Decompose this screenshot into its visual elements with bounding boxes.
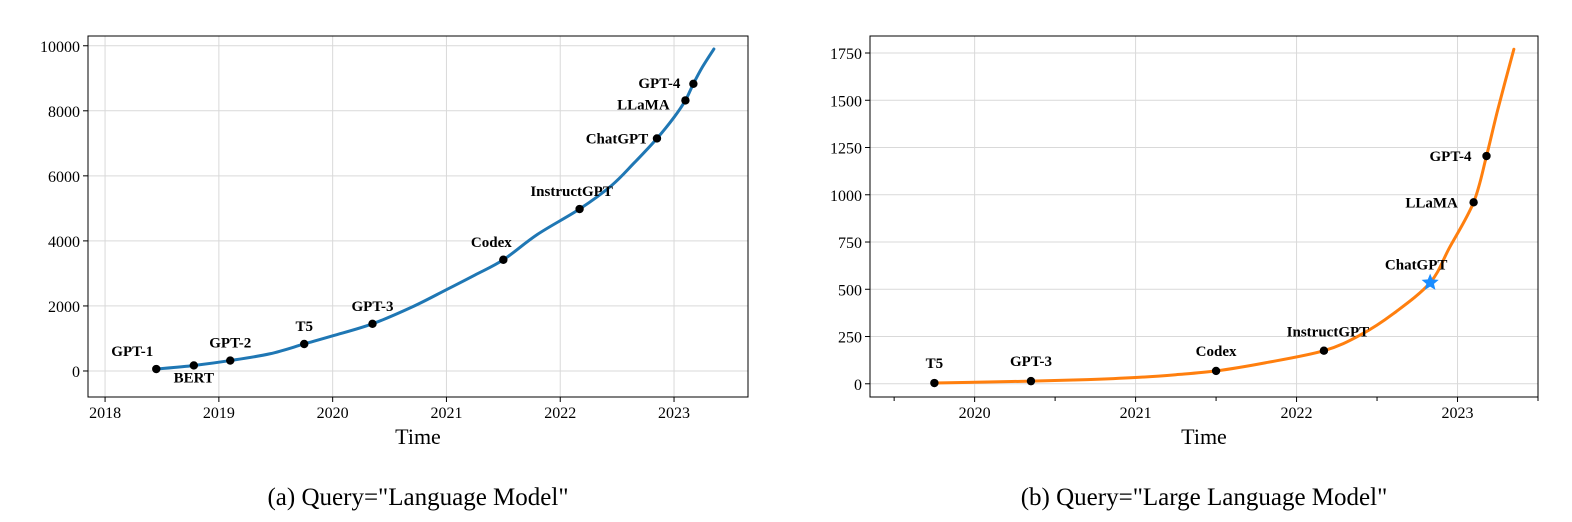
- data-point: [575, 204, 584, 214]
- data-point: [1469, 198, 1478, 207]
- data-point: [1026, 376, 1036, 386]
- data-point: [681, 96, 690, 105]
- data-point: [226, 356, 235, 365]
- data-point: [152, 364, 161, 374]
- chart-panel-b: 2020 2021 2022 2023 0 250 500 750 1000 1250 1500 17…: [830, 35, 1539, 511]
- y-tick-label: 1750: [830, 46, 862, 63]
- data-point-label: GPT-3: [352, 299, 394, 315]
- data-point: [300, 339, 309, 349]
- data-point-label: Codex: [471, 235, 512, 251]
- x-axis-title: Time: [1181, 424, 1227, 449]
- data-point-label: Codex: [1196, 344, 1237, 360]
- data-point-label: InstructGPT: [530, 184, 613, 200]
- y-tick-label: 6000: [48, 169, 80, 186]
- data-point-label: LLaMA: [1405, 195, 1458, 211]
- data-point: [1211, 366, 1221, 376]
- x-tick-label: 2023: [1442, 405, 1474, 422]
- figure-caption: (a) Query="Language Model": [267, 484, 568, 511]
- y-tick-label: 0: [854, 377, 862, 394]
- data-point: [1482, 151, 1491, 161]
- series-line: [932, 47, 1516, 385]
- data-point-label: T5: [295, 319, 313, 335]
- data-point-label: InstructGPT: [1287, 325, 1370, 341]
- y-tick-label: 2000: [48, 299, 80, 316]
- y-tick-label: 1250: [830, 141, 862, 158]
- data-point-label: GPT-4: [1430, 149, 1472, 165]
- y-tick-label: 1000: [830, 188, 862, 205]
- x-tick-label: 2023: [658, 405, 690, 422]
- data-point: [368, 319, 377, 329]
- x-tick-label: 2020: [317, 405, 349, 422]
- data-point-label: ChatGPT: [1385, 258, 1448, 274]
- plot-frame: [87, 35, 749, 398]
- data-point: [689, 79, 698, 89]
- data-point-label: T5: [926, 356, 944, 372]
- data-point: [1319, 346, 1329, 355]
- data-point-label: BERT: [174, 370, 214, 386]
- y-tick-label: 500: [838, 282, 862, 299]
- x-tick-label: 2020: [959, 405, 991, 422]
- x-tick-label: 2018: [89, 405, 121, 422]
- x-tick-label: 2022: [1281, 405, 1313, 422]
- y-tick-label: 750: [838, 235, 862, 252]
- y-tick-label: 8000: [48, 104, 80, 121]
- y-tick-label: 1500: [830, 93, 862, 110]
- data-point-label: GPT-3: [1010, 354, 1052, 370]
- chart-panel-a: 2018 2019 2020 2021 2022 2023 0 2000 4000 6000 800…: [40, 35, 749, 511]
- data-point-label: LLaMA: [617, 97, 670, 113]
- data-point-label: GPT-4: [638, 76, 680, 92]
- x-tick-label: 2021: [430, 405, 462, 422]
- x-tick-label: 2019: [203, 405, 235, 422]
- data-point: [189, 361, 199, 370]
- x-axis-title: Time: [395, 424, 441, 449]
- data-point: [930, 378, 939, 388]
- star-marker: [1421, 273, 1439, 290]
- plot-frame: [869, 35, 1539, 398]
- y-tick-label: 10000: [40, 39, 80, 56]
- data-point: [499, 255, 508, 264]
- y-tick-label: 4000: [48, 234, 80, 251]
- x-tick-label: 2021: [1120, 405, 1152, 422]
- data-point: [652, 134, 662, 143]
- data-point-label: GPT-1: [111, 344, 153, 360]
- data-point-label: ChatGPT: [586, 131, 649, 147]
- y-tick-label: 250: [838, 330, 862, 347]
- figure-caption: (b) Query="Large Language Model": [1021, 484, 1388, 511]
- x-tick-label: 2022: [544, 405, 576, 422]
- y-tick-label: 0: [72, 364, 80, 381]
- data-point-label: GPT-2: [209, 336, 251, 352]
